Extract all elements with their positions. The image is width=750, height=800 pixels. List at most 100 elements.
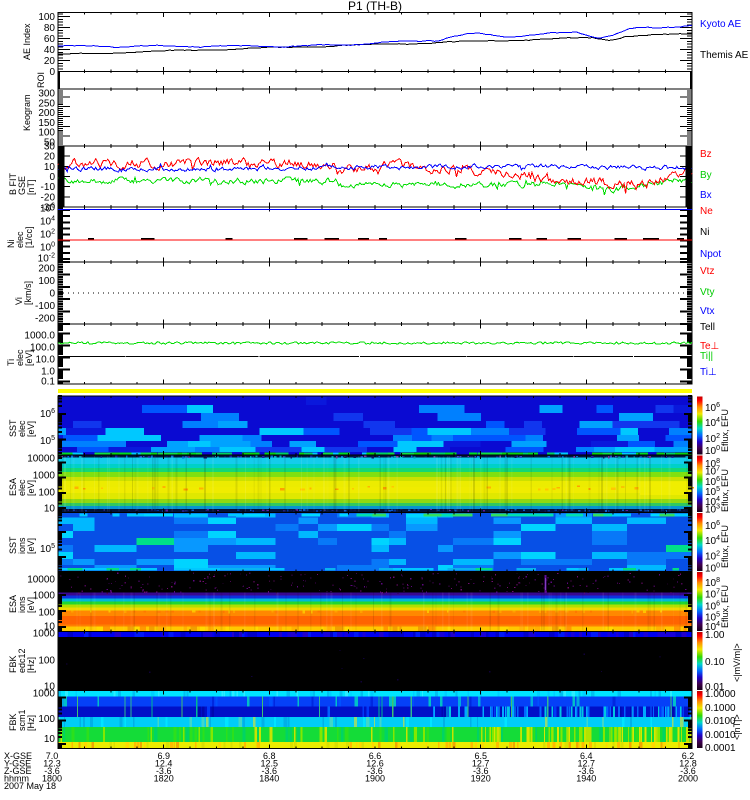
svg-text:<|mV/m|>: <|mV/m|> <box>732 643 742 682</box>
svg-text:Themis AE: Themis AE <box>700 50 749 61</box>
svg-text:[Hz]: [Hz] <box>26 715 36 731</box>
svg-text:80: 80 <box>44 23 56 34</box>
svg-text:300: 300 <box>38 88 55 99</box>
svg-text:-3.6: -3.6 <box>44 766 60 776</box>
svg-text:Vty: Vty <box>700 287 714 298</box>
svg-text:Eflux, EFU: Eflux, EFU <box>720 469 730 512</box>
svg-text:2007 May 18: 2007 May 18 <box>4 781 56 791</box>
svg-text:12.3: 12.3 <box>43 759 61 769</box>
svg-text:[km/s]: [km/s] <box>23 281 33 305</box>
svg-text:[eV]: [eV] <box>24 350 34 366</box>
svg-text:elec: elec <box>15 231 25 248</box>
svg-text:-3.6: -3.6 <box>367 766 383 776</box>
svg-text:0: 0 <box>49 67 55 78</box>
svg-text:Vtz: Vtz <box>700 266 714 277</box>
svg-text:<|nT|>: <|nT|> <box>732 714 742 740</box>
svg-text:1820: 1820 <box>154 774 174 784</box>
svg-text:ESA: ESA <box>8 478 18 496</box>
svg-text:Z-GSE: Z-GSE <box>4 766 32 776</box>
svg-text:Bx: Bx <box>700 190 712 201</box>
svg-text:[eV]: [eV] <box>26 421 36 437</box>
svg-text:200: 200 <box>38 108 55 119</box>
svg-text:-30: -30 <box>41 203 56 214</box>
svg-text:-3.6: -3.6 <box>473 766 489 776</box>
svg-text:ions: ions <box>17 537 27 554</box>
svg-text:[eV]: [eV] <box>26 480 36 496</box>
svg-text:0.1000: 0.1000 <box>705 703 736 714</box>
svg-text:X-GSE: X-GSE <box>4 751 32 761</box>
svg-text:ions: ions <box>17 596 27 613</box>
svg-text:0.0010: 0.0010 <box>705 730 736 741</box>
svg-text:100: 100 <box>38 12 55 23</box>
svg-text:1.0000: 1.0000 <box>705 689 736 700</box>
svg-text:100.0: 100.0 <box>30 343 55 354</box>
svg-text:6.9: 6.9 <box>157 751 170 761</box>
svg-text:10: 10 <box>44 504 56 515</box>
svg-text:100: 100 <box>38 488 55 499</box>
svg-text:1920: 1920 <box>471 774 491 784</box>
svg-text:200: 200 <box>38 264 55 275</box>
svg-text:Eflux, EFU: Eflux, EFU <box>720 585 730 628</box>
svg-text:Eflux, EFU: Eflux, EFU <box>720 525 730 568</box>
svg-text:SST: SST <box>8 536 18 554</box>
svg-text:Eflux, EFU: Eflux, EFU <box>720 409 730 452</box>
svg-text:1940: 1940 <box>576 774 596 784</box>
svg-text:40: 40 <box>44 45 56 56</box>
svg-text:1000: 1000 <box>33 629 56 640</box>
svg-text:GSE: GSE <box>17 176 27 195</box>
svg-text:0.0001: 0.0001 <box>705 743 736 754</box>
svg-text:0.10: 0.10 <box>705 657 725 668</box>
svg-text:Vtx: Vtx <box>700 306 714 317</box>
svg-text:6.4: 6.4 <box>580 751 593 761</box>
svg-text:-3.6: -3.6 <box>156 766 172 776</box>
svg-text:0.1: 0.1 <box>41 377 55 388</box>
svg-text:250: 250 <box>38 98 55 109</box>
svg-text:7.0: 7.0 <box>46 751 59 761</box>
svg-text:[eV]: [eV] <box>26 597 36 613</box>
svg-text:6.5: 6.5 <box>474 751 487 761</box>
svg-text:30: 30 <box>44 142 56 153</box>
svg-text:FBK: FBK <box>8 655 18 673</box>
svg-text:100: 100 <box>38 276 55 287</box>
svg-text:100: 100 <box>38 128 55 139</box>
svg-text:-3.6: -3.6 <box>680 766 696 776</box>
svg-text:ROI: ROI <box>36 72 46 88</box>
svg-text:12.8: 12.8 <box>679 759 697 769</box>
svg-text:elec: elec <box>17 420 27 437</box>
svg-text:100: 100 <box>38 608 55 619</box>
svg-text:1000: 1000 <box>33 471 56 482</box>
svg-text:-3.6: -3.6 <box>579 766 595 776</box>
svg-text:20: 20 <box>44 152 56 163</box>
svg-text:2000: 2000 <box>678 774 698 784</box>
svg-text:edc12: edc12 <box>17 648 27 673</box>
svg-text:-10: -10 <box>41 182 56 193</box>
svg-text:100: 100 <box>38 656 55 667</box>
svg-text:0: 0 <box>49 289 55 300</box>
svg-text:Ti⊥: Ti⊥ <box>700 367 717 378</box>
svg-text:10000: 10000 <box>27 454 55 465</box>
svg-text:elec: elec <box>17 479 27 496</box>
svg-text:SST: SST <box>8 419 18 437</box>
svg-text:150: 150 <box>38 118 55 129</box>
svg-text:Y-GSE: Y-GSE <box>4 759 31 769</box>
svg-text:ESA: ESA <box>8 595 18 613</box>
svg-text:10: 10 <box>44 734 56 745</box>
svg-text:Kyoto AE: Kyoto AE <box>700 19 741 30</box>
svg-text:1000.0: 1000.0 <box>24 331 55 342</box>
svg-text:12.7: 12.7 <box>472 759 490 769</box>
svg-text:Keogram: Keogram <box>22 94 32 131</box>
svg-text:12.7: 12.7 <box>578 759 596 769</box>
svg-text:-100: -100 <box>35 301 55 312</box>
svg-text:1840: 1840 <box>259 774 279 784</box>
svg-text:0.0100: 0.0100 <box>705 716 736 727</box>
svg-text:AE Index: AE Index <box>22 23 32 60</box>
svg-text:1.0: 1.0 <box>41 367 55 378</box>
svg-text:12.5: 12.5 <box>261 759 279 769</box>
svg-text:10: 10 <box>44 622 56 633</box>
svg-text:20: 20 <box>44 56 56 67</box>
svg-text:1000: 1000 <box>33 689 56 700</box>
svg-text:6.8: 6.8 <box>263 751 276 761</box>
svg-text:Tell: Tell <box>700 322 715 333</box>
svg-text:Ni: Ni <box>6 240 16 249</box>
svg-text:12.4: 12.4 <box>155 759 173 769</box>
